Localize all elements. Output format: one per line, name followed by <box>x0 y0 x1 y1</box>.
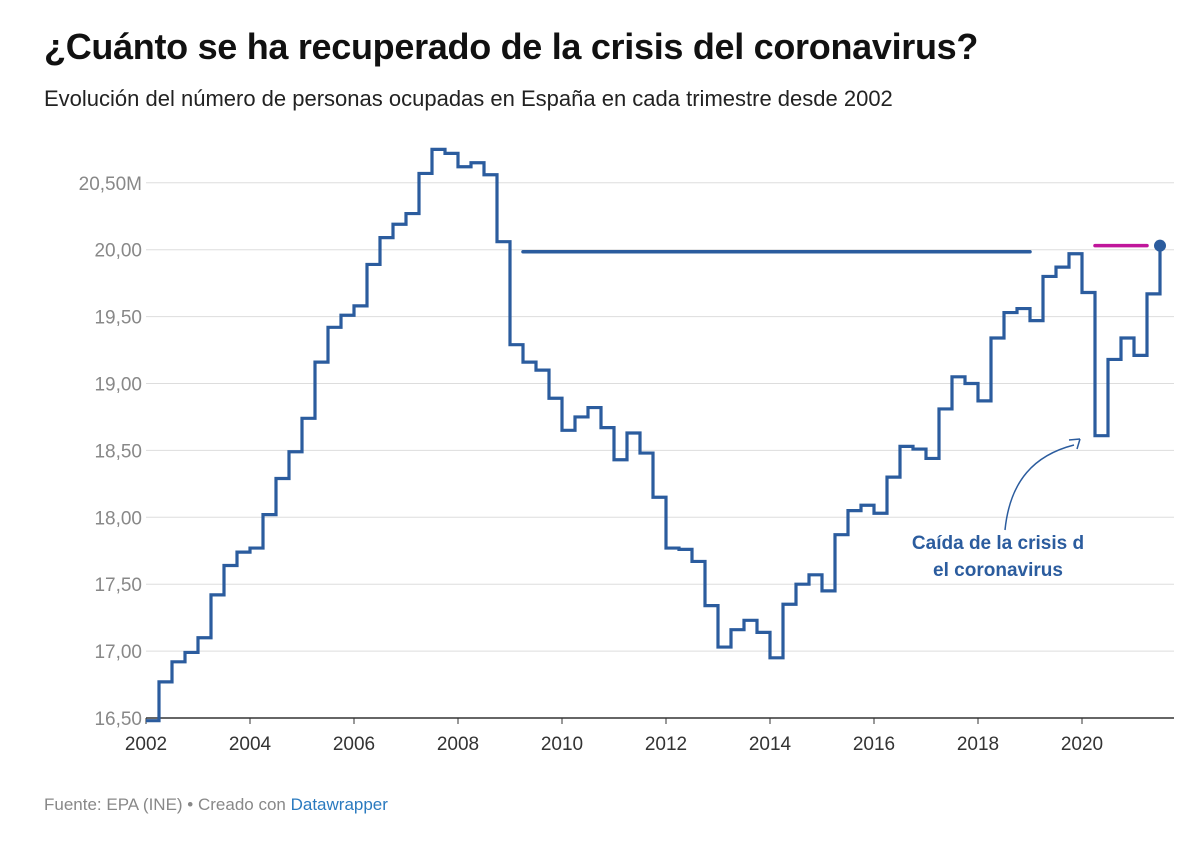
x-tick-label: 2004 <box>229 734 272 755</box>
x-tick-label: 2010 <box>541 734 583 755</box>
datawrapper-link[interactable]: Datawrapper <box>290 795 388 814</box>
y-tick-label: 16,50 <box>94 709 142 730</box>
annotation-text: Caída de la crisis d <box>912 533 1084 554</box>
x-tick-label: 2008 <box>437 734 479 755</box>
annotation-text: el coronavirus <box>933 560 1063 581</box>
chart-subtitle: Evolución del número de personas ocupada… <box>44 86 893 111</box>
x-tick-label: 2006 <box>333 734 375 755</box>
y-tick-label: 17,50 <box>94 575 142 596</box>
y-tick-label: 19,00 <box>94 375 142 396</box>
employment-series-line <box>146 147 1162 723</box>
x-tick-label: 2014 <box>749 734 792 755</box>
y-tick-label: 19,50 <box>94 308 142 329</box>
annotation-arrowhead <box>1068 438 1081 450</box>
y-tick-label: 18,00 <box>94 508 142 529</box>
y-tick-label: 18,50 <box>94 441 142 462</box>
annotation-arrow <box>1004 444 1075 531</box>
chart-title: ¿Cuánto se ha recuperado de la crisis de… <box>44 26 979 67</box>
x-tick-label: 2020 <box>1061 734 1103 755</box>
footer: Fuente: EPA (INE) • Creado con Datawrapp… <box>44 795 388 815</box>
x-tick-label: 2016 <box>853 734 895 755</box>
x-tick-label: 2012 <box>645 734 687 755</box>
footer-source: Fuente: EPA (INE) • Creado con <box>44 795 291 814</box>
x-tick-label: 2002 <box>125 734 167 755</box>
y-tick-label: 17,00 <box>94 642 142 663</box>
y-tick-label: 20,00 <box>94 241 142 262</box>
y-tick-label: 20,50M <box>79 174 142 195</box>
x-tick-label: 2018 <box>957 734 999 755</box>
last-value-point <box>1154 239 1166 252</box>
